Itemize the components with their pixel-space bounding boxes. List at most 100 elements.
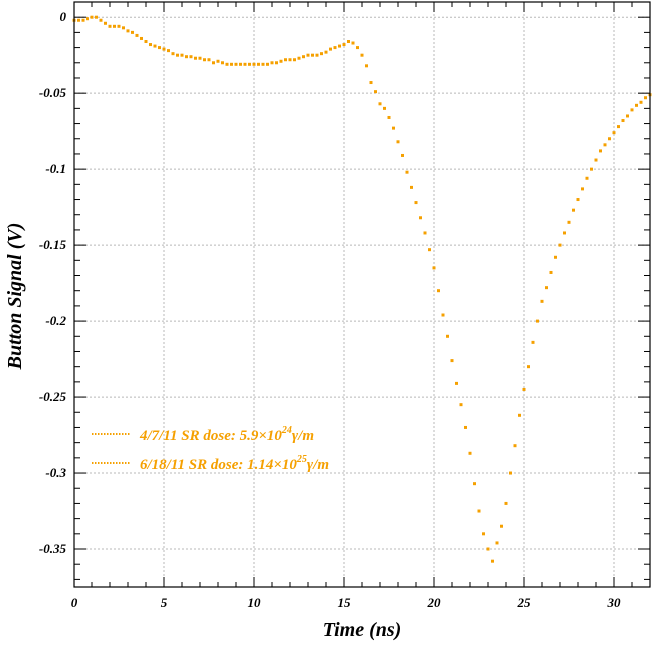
series-2-point — [428, 248, 431, 252]
series-1-point — [522, 387, 526, 391]
y-tick-label: -0.1 — [45, 161, 66, 176]
series-2-point — [257, 62, 260, 66]
series-2-point — [302, 55, 305, 59]
legend-label-2-prefix: 6/18/11 SR dose: 1.14×10 — [140, 457, 297, 473]
series-2-point — [95, 15, 98, 19]
series-2-point — [185, 55, 188, 59]
series-2-point — [437, 289, 440, 293]
legend-label-1-exponent: 24 — [281, 425, 292, 436]
series-1-point — [450, 359, 454, 363]
legend-label-2-suffix: γ/m — [307, 457, 329, 473]
series-1-point — [306, 53, 310, 57]
series-1-point — [261, 62, 265, 66]
series-2-point — [167, 49, 170, 53]
x-tick-label: 20 — [427, 595, 442, 610]
series-2-point — [113, 24, 116, 28]
series-2-point — [284, 58, 287, 62]
series-2-point — [149, 43, 152, 47]
series-2-point — [572, 208, 575, 212]
series-2-point — [131, 30, 134, 34]
y-tick-label: -0.25 — [39, 389, 67, 404]
series-2-point — [617, 125, 620, 129]
series-2-point — [329, 47, 332, 51]
series-1-point — [639, 100, 643, 104]
series-1-point — [135, 33, 139, 37]
series-1-point — [99, 18, 103, 22]
series-1-point — [189, 55, 193, 59]
series-2-point — [176, 53, 179, 57]
series-1-point — [567, 220, 571, 224]
series-2-point — [140, 36, 143, 40]
series-1-point — [216, 59, 220, 63]
x-tick-label: 30 — [607, 595, 622, 610]
series-2-point — [275, 61, 278, 65]
x-axis-title: Time (ns) — [323, 619, 402, 641]
series-1-point — [270, 61, 274, 65]
series-1-point — [288, 58, 292, 62]
legend-label-1: 4/7/11 SR dose: 5.9×1024γ/m — [139, 425, 314, 444]
series-1-point — [549, 270, 553, 274]
series-1-point — [144, 40, 148, 44]
series-2-point — [455, 381, 458, 385]
series-1-point — [90, 15, 94, 19]
series-2-point — [86, 17, 89, 21]
series-2-point — [122, 26, 125, 30]
series-2-point — [563, 231, 566, 235]
series-1-point — [279, 59, 283, 63]
series-2-point — [608, 137, 611, 141]
series-1-point — [585, 176, 589, 180]
series-1-point — [459, 403, 463, 407]
series-1-point — [468, 451, 472, 455]
series-1-point — [369, 81, 373, 85]
series-1-point — [477, 509, 481, 513]
series-1-point — [198, 56, 202, 60]
series-1-point — [243, 62, 247, 66]
series-2-point — [230, 62, 233, 66]
series-1-point — [414, 201, 418, 205]
legend-label-2-exponent: 25 — [296, 454, 307, 465]
series-1-point — [594, 158, 598, 162]
series-1-point — [486, 547, 490, 551]
series-1-point — [324, 50, 328, 54]
series-2-point — [221, 61, 224, 65]
series-2-point — [311, 53, 314, 57]
series-2-point — [518, 413, 521, 417]
series-2-point — [248, 62, 251, 66]
series-2-point — [338, 44, 341, 48]
y-tick-label: -0.35 — [39, 541, 67, 556]
series-1-point — [333, 46, 337, 50]
series-2-point — [590, 167, 593, 171]
series-1-point — [351, 41, 355, 45]
series-2-point — [203, 58, 206, 62]
series-2-point — [356, 46, 359, 50]
series-1-point — [297, 56, 301, 60]
series-2-point — [482, 532, 485, 536]
series-2-point — [158, 46, 161, 50]
series-2-point — [581, 187, 584, 191]
series-1-point — [432, 266, 436, 270]
legend-label-1-suffix: γ/m — [292, 428, 314, 444]
series-2-point — [401, 153, 404, 157]
series-2-point — [464, 425, 467, 429]
series-2-point — [374, 90, 377, 94]
series-2-point — [644, 96, 647, 100]
series-1-point — [252, 62, 256, 66]
x-tick-labels: 0 5 10 15 20 25 30 — [71, 595, 621, 610]
series-1-point — [423, 231, 427, 235]
y-tick-label: -0.15 — [39, 237, 67, 252]
series-2-point — [392, 126, 395, 130]
series-2-point — [410, 185, 413, 189]
series-1-point — [126, 29, 130, 33]
series-1-point — [315, 53, 319, 57]
grid — [74, 2, 650, 587]
x-tick-label: 15 — [338, 595, 352, 610]
series-1-point — [153, 44, 157, 48]
legend: 4/7/11 SR dose: 5.9×1024γ/m 6/18/11 SR d… — [92, 425, 329, 473]
series-2-point — [500, 524, 503, 528]
series-2-point — [104, 21, 107, 25]
series-2-point — [365, 64, 368, 68]
y-tick-label: 0 — [60, 9, 67, 24]
series-1-point — [387, 115, 391, 119]
